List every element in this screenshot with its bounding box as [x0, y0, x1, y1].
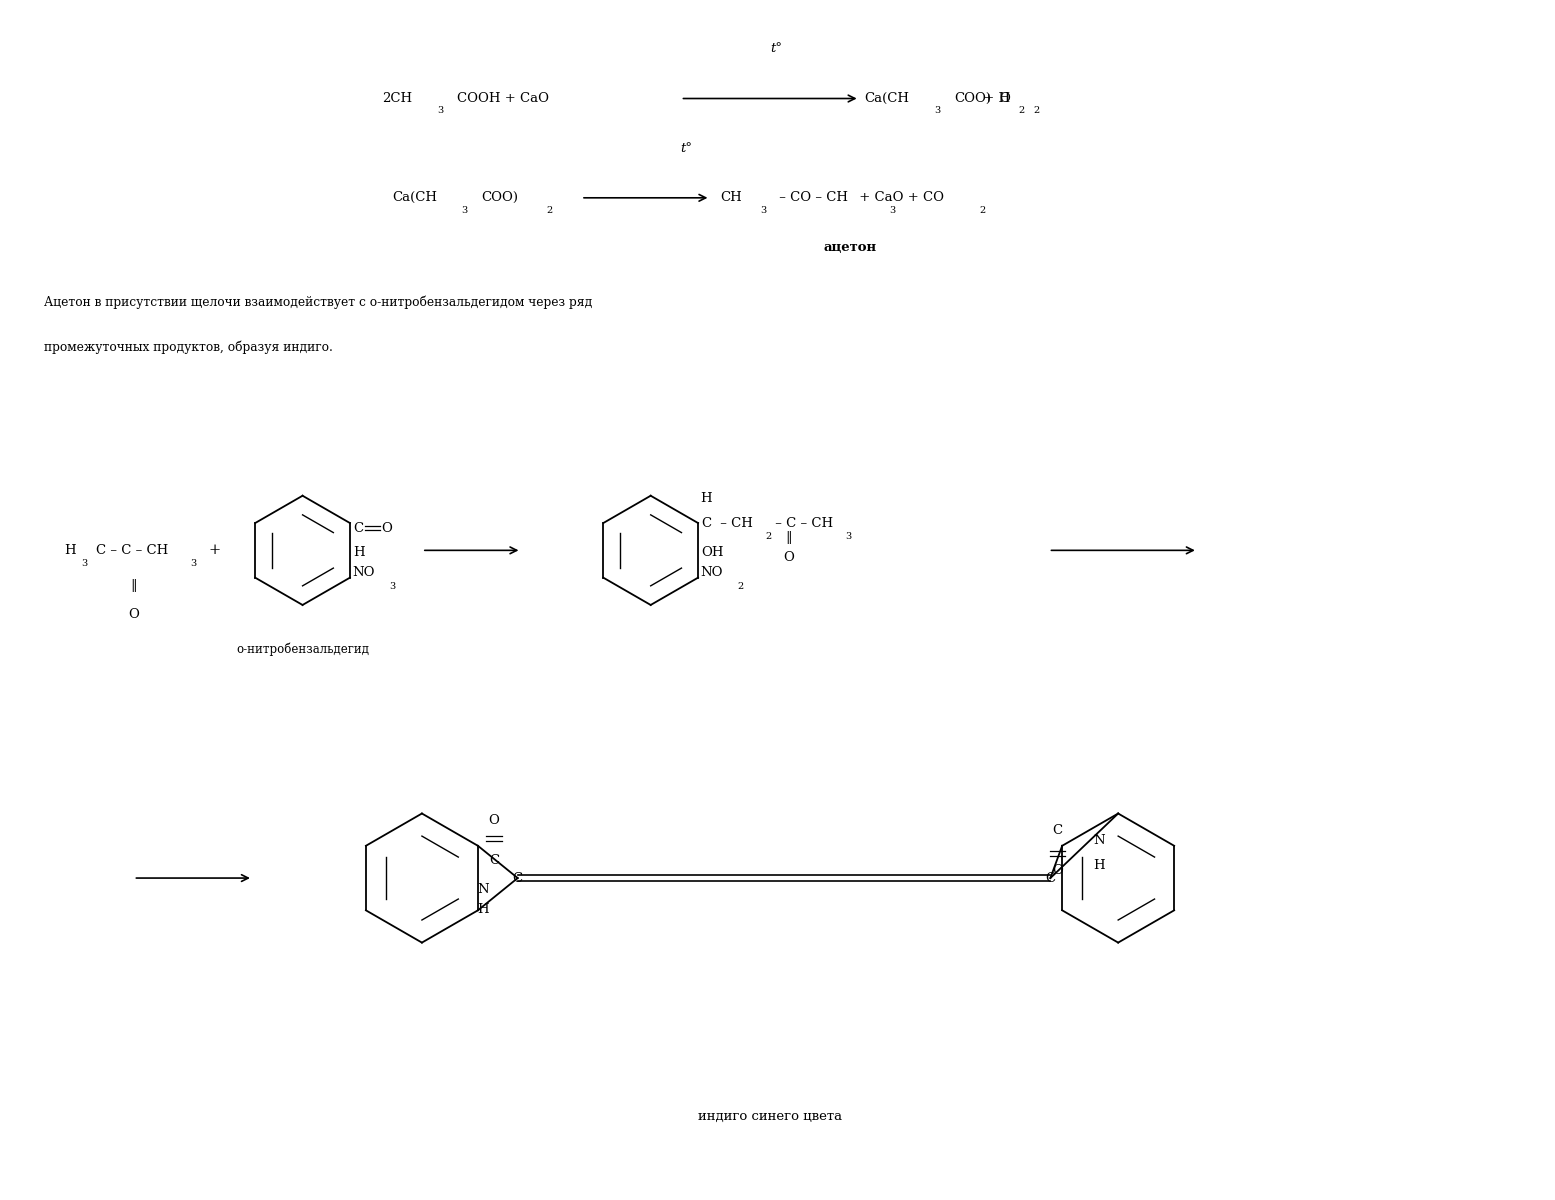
Text: C: C [513, 871, 522, 884]
Text: CH: CH [720, 191, 742, 204]
Text: t°: t° [770, 42, 782, 55]
Text: N: N [1093, 834, 1106, 847]
Text: – C – CH: – C – CH [771, 516, 833, 529]
Text: COO): COO) [955, 92, 991, 106]
Text: 3: 3 [760, 205, 767, 215]
Text: 2: 2 [765, 532, 771, 541]
Text: + H: + H [980, 92, 1011, 106]
Text: промежуточных продуктов, образуя индиго.: промежуточных продуктов, образуя индиго. [44, 340, 333, 354]
Text: – CO – CH: – CO – CH [774, 191, 847, 204]
Text: O: O [784, 551, 795, 564]
Text: O: O [998, 92, 1009, 106]
Text: OH: OH [701, 546, 723, 559]
Text: NO: NO [700, 566, 723, 580]
Text: 2CH: 2CH [383, 92, 412, 106]
Text: 2: 2 [737, 582, 745, 590]
Text: t°: t° [681, 142, 692, 155]
Text: Ca(CH: Ca(CH [392, 191, 437, 204]
Text: COO): COO) [482, 191, 519, 204]
Text: N: N [477, 883, 488, 895]
Text: O: O [1053, 864, 1064, 877]
Text: индиго синего цвета: индиго синего цвета [698, 1110, 843, 1123]
Text: O: O [381, 522, 392, 534]
Text: Ацетон в присутствии щелочи взаимодействует с o-нитробензальдегидом через ряд: Ацетон в присутствии щелочи взаимодейств… [44, 295, 592, 308]
Text: 3: 3 [190, 559, 196, 569]
Text: NO: NO [351, 566, 375, 580]
Text: H: H [64, 544, 76, 557]
Text: 2: 2 [980, 205, 986, 215]
Text: Ca(CH: Ca(CH [865, 92, 910, 106]
Text: – CH: – CH [715, 516, 753, 529]
Text: C: C [701, 516, 711, 529]
Text: + CaO + CO: + CaO + CO [855, 191, 944, 204]
Text: 3: 3 [846, 532, 852, 541]
Text: 3: 3 [462, 205, 468, 215]
Text: C – C – CH: C – C – CH [96, 544, 168, 557]
Text: ‖: ‖ [131, 578, 137, 592]
Text: 3: 3 [390, 582, 397, 590]
Text: O: O [488, 815, 499, 828]
Text: H: H [700, 492, 712, 505]
Text: C: C [488, 854, 499, 868]
Text: 3: 3 [889, 205, 896, 215]
Text: C: C [1053, 824, 1062, 838]
Text: o-нитробензальдегид: o-нитробензальдегид [236, 643, 369, 656]
Text: ацетон: ацетон [823, 241, 875, 254]
Text: 3: 3 [82, 559, 89, 569]
Text: 2: 2 [546, 205, 552, 215]
Text: 2: 2 [1019, 107, 1025, 115]
Text: 3: 3 [935, 107, 941, 115]
Text: 3: 3 [437, 107, 443, 115]
Text: +: + [208, 544, 221, 557]
Text: COOH + CaO: COOH + CaO [457, 92, 549, 106]
Text: H: H [1093, 859, 1106, 872]
Text: ‖: ‖ [785, 532, 791, 545]
Text: C: C [353, 522, 362, 534]
Text: O: O [128, 608, 138, 622]
Text: 2: 2 [1034, 107, 1040, 115]
Text: H: H [353, 546, 364, 559]
Text: C: C [1045, 871, 1056, 884]
Text: H: H [477, 902, 488, 916]
